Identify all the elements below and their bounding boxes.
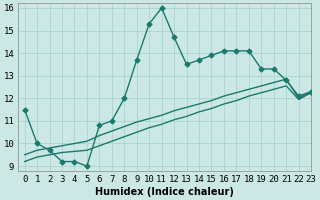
X-axis label: Humidex (Indice chaleur): Humidex (Indice chaleur)	[95, 187, 234, 197]
